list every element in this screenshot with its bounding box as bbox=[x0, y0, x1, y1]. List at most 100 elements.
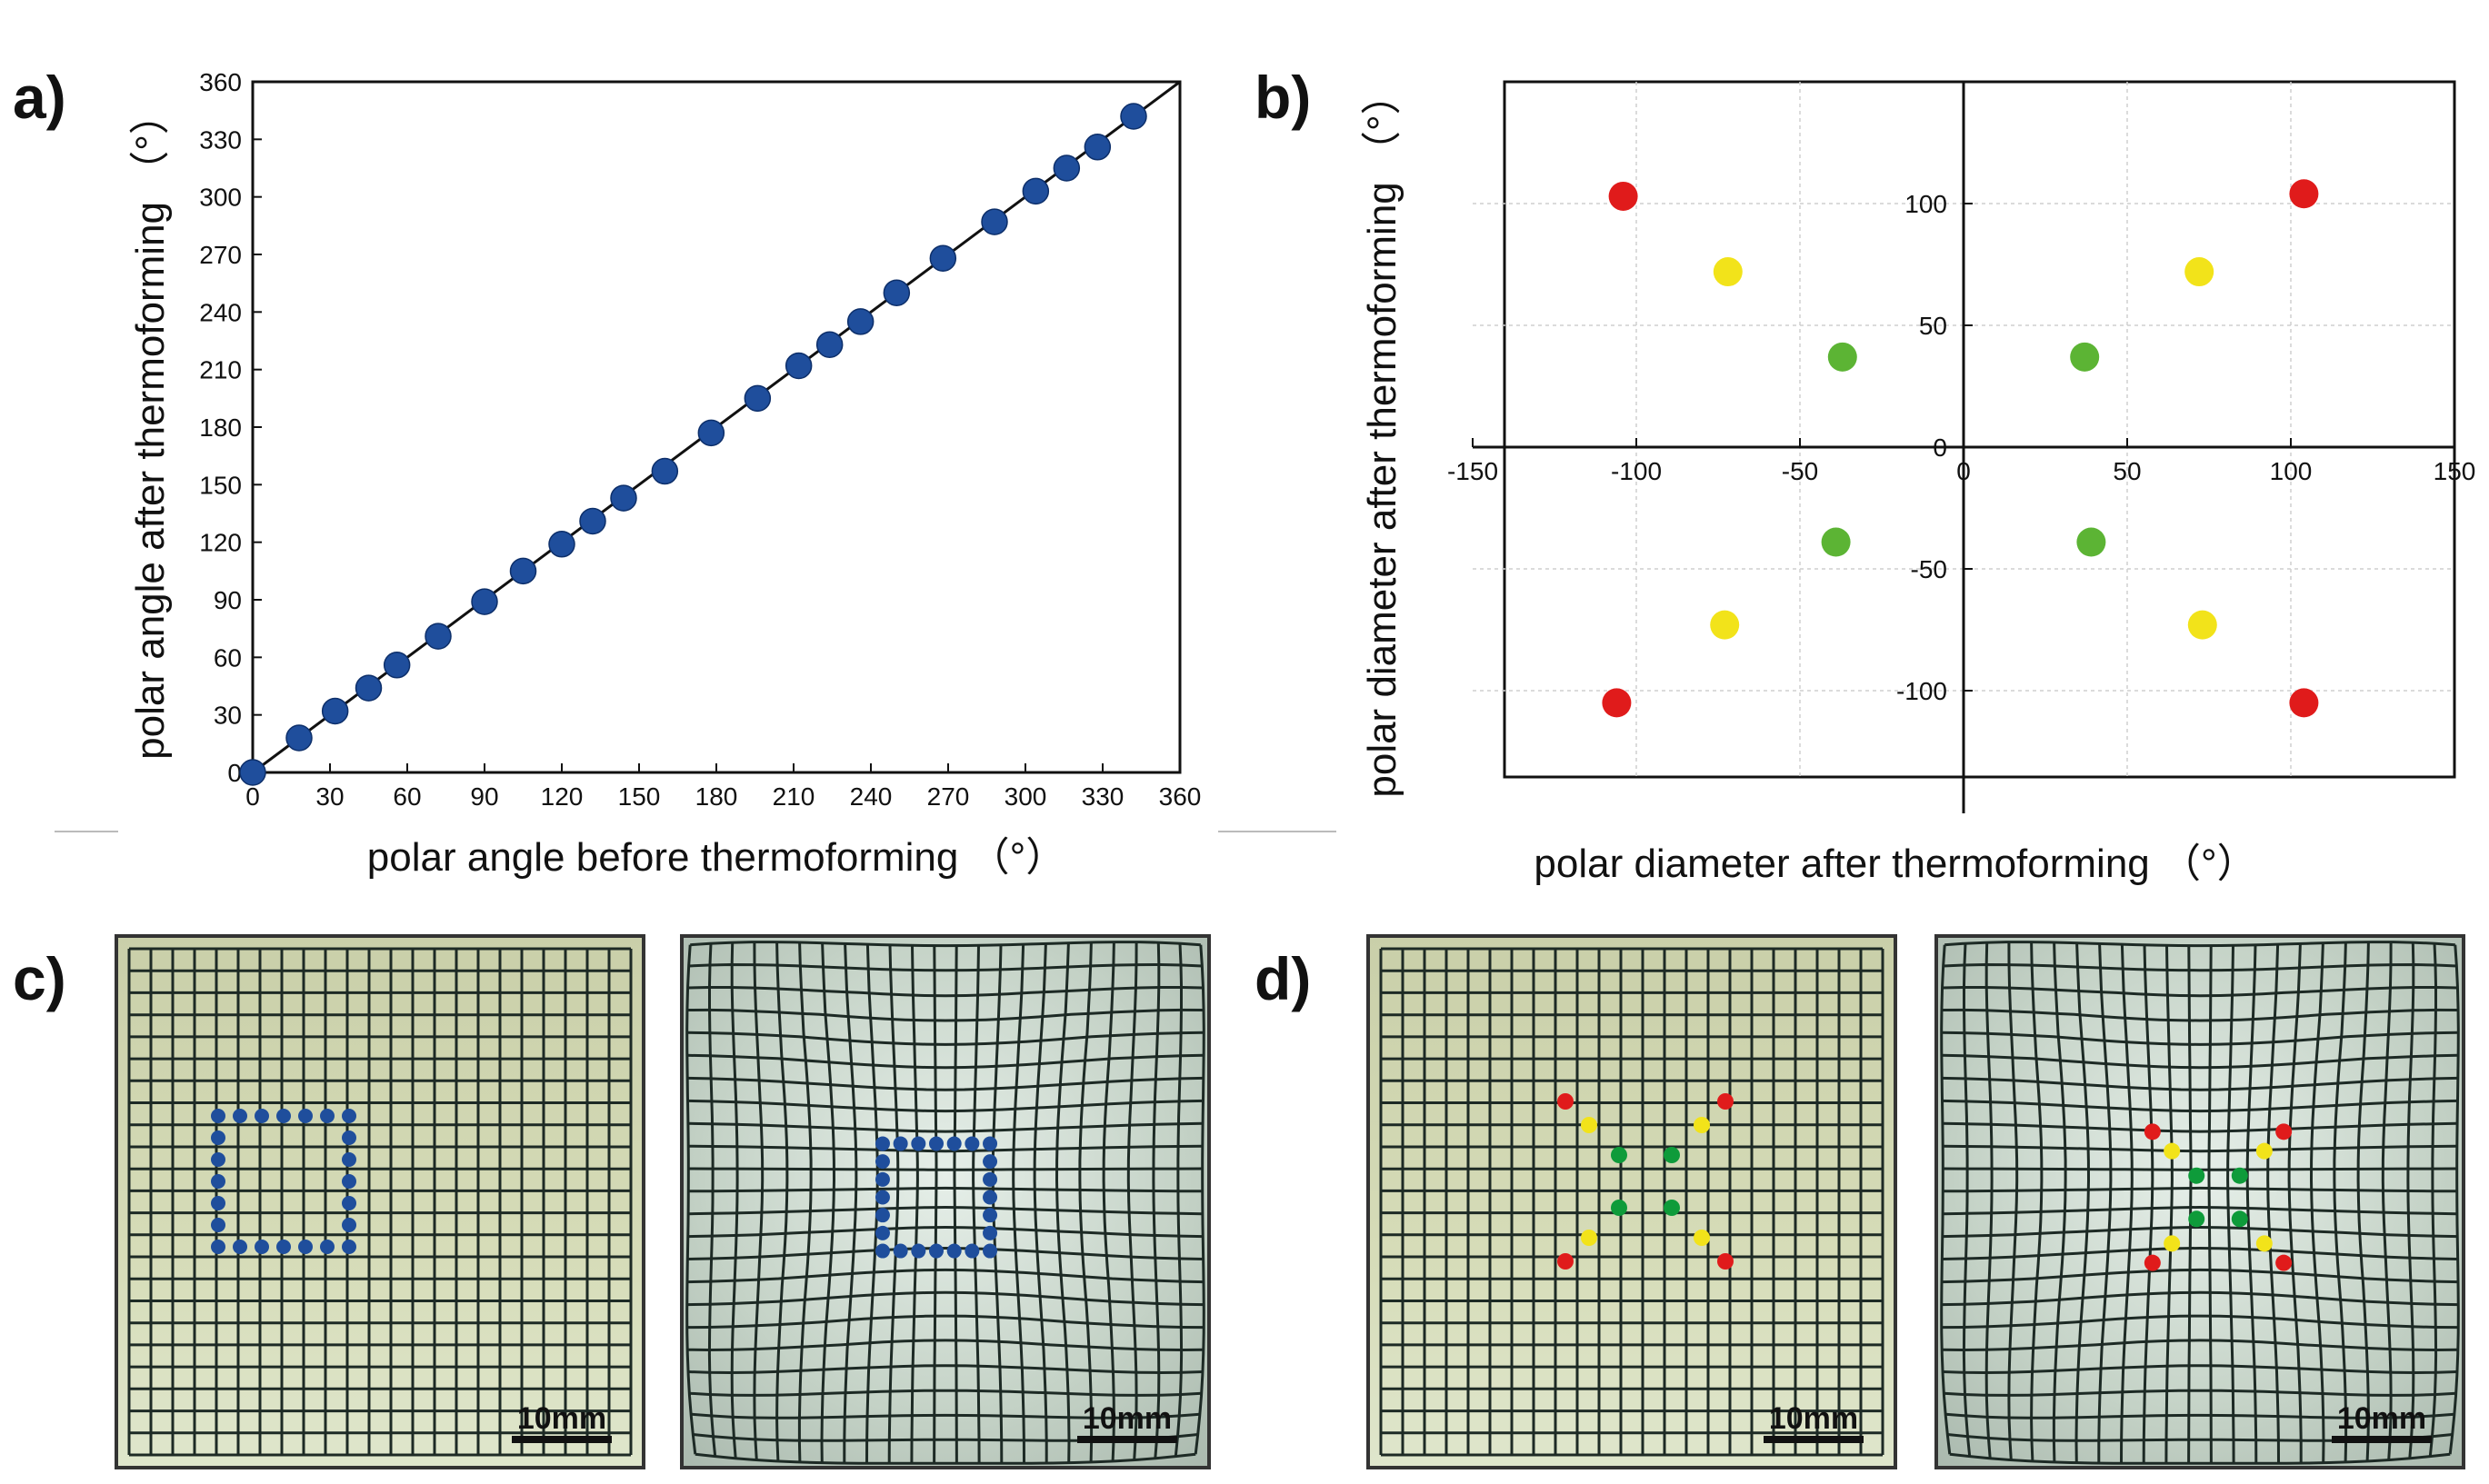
markers bbox=[211, 1109, 356, 1254]
photo-marker-dot bbox=[2255, 1142, 2273, 1160]
photo-marker-dot bbox=[875, 1225, 890, 1240]
grid-line-v bbox=[2428, 943, 2438, 1457]
grid-line-h bbox=[687, 986, 1204, 998]
grid-line-h bbox=[1949, 1452, 2451, 1465]
markers bbox=[2144, 1123, 2293, 1271]
photo-marker-dot bbox=[342, 1218, 356, 1232]
photo-marker-dot bbox=[983, 1190, 998, 1205]
panel-label-d: d) bbox=[1254, 945, 1311, 1012]
photo-marker-dot bbox=[875, 1171, 890, 1187]
chart-b-xtick-label: 100 bbox=[2270, 457, 2313, 485]
photo-marker-dot bbox=[211, 1218, 225, 1232]
grid-line-v bbox=[887, 944, 900, 1464]
chart-b-point bbox=[2289, 688, 2319, 718]
photo-frame bbox=[1366, 934, 1897, 1469]
markers bbox=[875, 1136, 998, 1259]
grid-line-v bbox=[2333, 941, 2348, 1463]
photo-marker-dot bbox=[255, 1240, 269, 1254]
panel-label-b: b) bbox=[1254, 64, 1311, 131]
chart-a-ytick-label: 30 bbox=[214, 702, 242, 730]
grid-line-h bbox=[1944, 1389, 2456, 1397]
grid-line-h bbox=[687, 1246, 1204, 1260]
chart-b-ytick-label: 0 bbox=[1933, 433, 1947, 462]
grid-line-h bbox=[687, 1121, 1204, 1133]
photo-marker-dot bbox=[983, 1243, 998, 1259]
photo-marker-dot bbox=[211, 1240, 225, 1254]
chart-a-point bbox=[610, 484, 637, 512]
grid-line-v bbox=[933, 945, 938, 1464]
markers bbox=[1557, 1093, 1734, 1270]
chart-a-xtick-label: 210 bbox=[773, 782, 815, 811]
photo-marker-dot bbox=[342, 1240, 356, 1254]
chart-a-ytick-label: 60 bbox=[214, 643, 242, 672]
grid-line-h bbox=[688, 1186, 1203, 1193]
photo-c_after: 10mm bbox=[680, 934, 1211, 1469]
chart-a-point bbox=[383, 652, 411, 679]
chart-b-frame bbox=[1503, 80, 2456, 779]
chart-a-xtick-label: 90 bbox=[470, 782, 498, 811]
chart-a-point bbox=[697, 419, 725, 447]
photo-marker-dot bbox=[893, 1243, 908, 1259]
grid-line-h bbox=[1943, 1205, 2457, 1216]
grid-line-v bbox=[2406, 942, 2415, 1459]
photo-frame bbox=[115, 934, 645, 1469]
grid-line-h bbox=[1941, 1008, 2459, 1022]
chart-b-ytick-label: 50 bbox=[1919, 312, 1947, 340]
grid-line-v bbox=[820, 942, 836, 1463]
grid-line-v bbox=[1102, 941, 1115, 1462]
grid-lines bbox=[1379, 947, 1884, 1457]
photo-d_before: 10mm bbox=[1366, 934, 1897, 1469]
chart-b-point bbox=[2184, 257, 2214, 287]
photo-marker-dot bbox=[946, 1136, 962, 1151]
photo-marker-dot bbox=[911, 1136, 926, 1151]
grid-line-v bbox=[1152, 942, 1161, 1459]
chart-b: polar diameter after thermoforming （°） p… bbox=[1360, 75, 2475, 886]
photo-marker-dot bbox=[875, 1243, 890, 1259]
photo-marker-dot bbox=[320, 1240, 335, 1254]
grid-line-v bbox=[2207, 945, 2213, 1464]
photo-marker-dot bbox=[2164, 1235, 2181, 1252]
chart-a-point bbox=[471, 588, 498, 615]
chart-a-ytick-label: 240 bbox=[199, 298, 242, 326]
chart-b-point bbox=[2187, 610, 2217, 640]
chart-a-point bbox=[1084, 134, 1112, 161]
grid-line-v bbox=[1174, 943, 1184, 1457]
photo-marker-dot bbox=[1557, 1253, 1574, 1270]
photo-marker-dot bbox=[211, 1196, 225, 1210]
grid-line-v bbox=[2309, 942, 2325, 1463]
photo-marker-dot bbox=[320, 1109, 335, 1123]
panel-label-a: a) bbox=[13, 64, 66, 131]
grid-line-h bbox=[1942, 1339, 2458, 1352]
grid-line-v bbox=[2097, 943, 2113, 1464]
grid-line-v bbox=[972, 945, 981, 1464]
scale-bar bbox=[2332, 1436, 2432, 1443]
photo-marker-dot bbox=[1557, 1093, 1574, 1110]
panel-label-c: c) bbox=[13, 945, 66, 1012]
photo-marker-dot bbox=[929, 1136, 944, 1151]
photo-marker-dot bbox=[965, 1136, 980, 1151]
chart-b-xtick-label: 150 bbox=[2434, 457, 2476, 485]
grid-line-h bbox=[1942, 1364, 2458, 1375]
chart-a-xtick-label: 150 bbox=[618, 782, 661, 811]
grid-line-h bbox=[686, 1008, 1205, 1022]
photo-marker-dot bbox=[983, 1225, 998, 1240]
photo-marker-dot bbox=[1611, 1200, 1627, 1216]
photo-marker-dot bbox=[875, 1208, 890, 1223]
photo-marker-dot bbox=[2255, 1235, 2273, 1252]
photo-marker-dot bbox=[1717, 1093, 1734, 1110]
chart-a-xtick-label: 330 bbox=[1082, 782, 1125, 811]
grid-line-v bbox=[843, 943, 858, 1464]
grid-line-h bbox=[690, 1412, 1201, 1419]
photo-marker-dot bbox=[2188, 1167, 2205, 1184]
grid-line-v bbox=[2007, 941, 2019, 1460]
photo-marker-dot bbox=[875, 1136, 890, 1151]
grid-line-v bbox=[2120, 944, 2134, 1464]
grid-line-v bbox=[775, 941, 789, 1462]
chart-a-ytick-label: 210 bbox=[199, 356, 242, 384]
grid-line-v bbox=[1012, 944, 1025, 1464]
grid-line-h bbox=[1942, 1099, 2458, 1113]
chart-a-point bbox=[425, 622, 452, 650]
photo-marker-dot bbox=[983, 1171, 998, 1187]
photo-marker-dot bbox=[1694, 1230, 1710, 1246]
photo-marker-dot bbox=[342, 1152, 356, 1167]
